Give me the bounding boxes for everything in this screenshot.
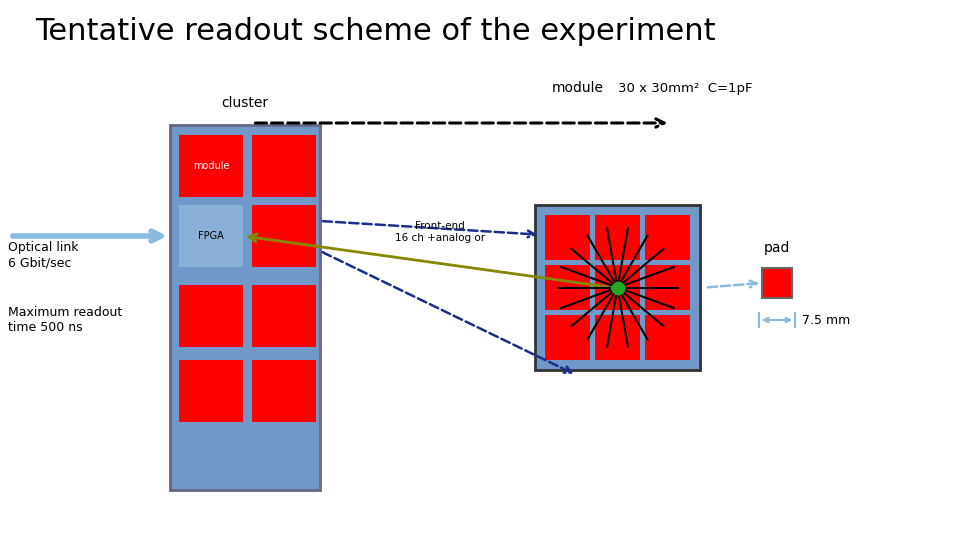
Text: pad: pad	[764, 241, 790, 255]
Text: 7.5 mm: 7.5 mm	[802, 314, 851, 327]
Text: Optical link
6 Gbit/sec: Optical link 6 Gbit/sec	[8, 241, 79, 269]
Bar	[645, 315, 690, 360]
Bar	[252, 135, 316, 197]
Bar	[595, 315, 640, 360]
Text: 30 x 30mm²  C=1pF: 30 x 30mm² C=1pF	[618, 82, 753, 94]
Bar	[179, 360, 243, 422]
Text: module: module	[193, 161, 229, 171]
Bar	[595, 215, 640, 260]
Bar	[179, 205, 243, 267]
Bar	[645, 215, 690, 260]
Text: cluster: cluster	[222, 96, 269, 110]
Bar	[545, 215, 590, 260]
Bar	[535, 205, 700, 370]
Bar	[179, 135, 243, 197]
Bar	[252, 205, 316, 267]
Text: FPGA: FPGA	[198, 231, 224, 241]
Bar	[545, 315, 590, 360]
Text: Front-end
16 ch +analog or: Front-end 16 ch +analog or	[395, 221, 485, 243]
Text: Tentative readout scheme of the experiment: Tentative readout scheme of the experime…	[35, 17, 715, 46]
Text: module: module	[552, 81, 604, 95]
Bar	[762, 268, 792, 298]
Bar	[595, 265, 640, 310]
Bar	[179, 285, 243, 347]
Bar	[645, 265, 690, 310]
Bar	[252, 285, 316, 347]
Bar	[545, 265, 590, 310]
Text: Maximum readout
time 500 ns: Maximum readout time 500 ns	[8, 306, 122, 334]
Bar	[252, 360, 316, 422]
Bar	[170, 125, 320, 490]
